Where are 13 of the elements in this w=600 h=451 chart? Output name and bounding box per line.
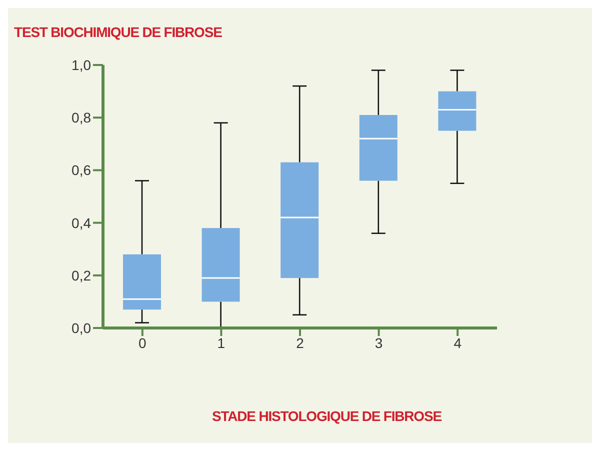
y-tick-label: 1,0 xyxy=(72,56,92,73)
x-tick-label: 2 xyxy=(296,334,304,351)
x-tick-label: 4 xyxy=(454,334,462,351)
x-tick-label: 0 xyxy=(138,334,146,351)
y-tick-label: 0,0 xyxy=(72,320,92,336)
y-tick-label: 0,8 xyxy=(72,110,92,126)
x-tick-label: 1 xyxy=(217,334,226,351)
chart-title: TEST BIOCHIMIQUE DE FIBROSE xyxy=(14,24,222,40)
y-tick-label: 0,2 xyxy=(72,267,92,284)
y-tick-label: 0,4 xyxy=(72,214,92,231)
x-tick-label: 3 xyxy=(374,334,383,351)
y-tick-label: 0,6 xyxy=(72,162,92,178)
x-axis-title: STADE HISTOLOGIQUE DE FIBROSE xyxy=(212,408,442,424)
